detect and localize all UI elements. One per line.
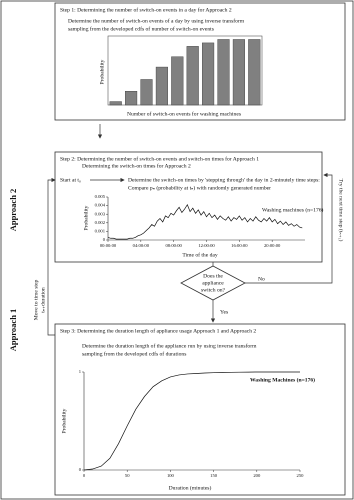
step-title: Step 2: Determining the number of switch…: [60, 155, 259, 162]
y-tick-label: 0.005: [95, 194, 106, 199]
bar: [202, 42, 215, 106]
y-axis-label: Probability: [99, 59, 105, 84]
y-tick-label: 0.004: [95, 203, 106, 208]
bar: [140, 79, 153, 106]
x-tick-label: 00:00:00: [100, 243, 117, 248]
chart-legend: Washing machines (n=176): [262, 206, 324, 213]
x-axis-label: Duration (minutes): [169, 484, 212, 491]
x-tick-label: 08:00:00: [165, 243, 182, 248]
y-tick-label: 0.001: [95, 228, 106, 233]
step-box: [54, 323, 346, 496]
step-text: Determine the number of switch-on events…: [68, 17, 245, 24]
x-tick-label: 150: [210, 473, 218, 478]
step-text: Determining the switch-on times for Appr…: [82, 162, 191, 169]
y-tick-label: 1: [79, 369, 82, 374]
y-axis-label: Probability: [61, 408, 67, 433]
x-axis-label: Number of switch-on events for washing m…: [127, 110, 241, 117]
bar: [232, 39, 245, 106]
chart-legend: Washing Machines (n=176): [250, 376, 315, 383]
step-box: [54, 2, 346, 121]
bar: [248, 39, 261, 106]
data-line: [107, 203, 303, 240]
plot-frame: [107, 35, 263, 106]
bar: [186, 46, 199, 106]
x-tick-label: 50: [125, 473, 130, 478]
bar: [217, 39, 230, 106]
x-tick-label: 100: [167, 473, 175, 478]
decision-text: switch on?: [201, 287, 226, 293]
x-tick-label: 200: [253, 473, 261, 478]
y-axis-label: Probability: [83, 205, 89, 230]
bar: [155, 66, 168, 106]
y-tick-label: 0: [103, 237, 106, 242]
decision-text: Does the: [203, 273, 223, 279]
y-tick-label: 0: [79, 467, 82, 472]
approach-label: Approach 1: [8, 309, 18, 352]
approach-label: Approach 2: [8, 189, 18, 232]
x-tick-label: 16:00:00: [231, 243, 248, 248]
loop-label: Move to time step: [33, 280, 39, 321]
step-text: Compare pₙ (probability at tₙ) with rand…: [128, 184, 271, 191]
data-line: [83, 371, 300, 471]
step-text: sampling from the developed cdfs of numb…: [68, 25, 214, 32]
x-tick-label: 0: [83, 473, 86, 478]
bar: [109, 101, 122, 106]
x-tick-label: 250: [297, 473, 305, 478]
no-label: No: [258, 276, 265, 282]
y-tick-label: 0.003: [95, 211, 106, 216]
step-text: Determine the duration length of the app…: [82, 342, 257, 349]
bar: [125, 90, 138, 106]
x-tick-label: 12:00:00: [198, 243, 215, 248]
loop-arrow: [47, 177, 56, 336]
x-tick-label: 20:00:00: [264, 243, 281, 248]
yes-label: Yes: [220, 309, 228, 315]
step-text: sampling from the developed cdfs of dura…: [82, 350, 186, 357]
step-title: Step 3: Determining the duration length …: [60, 327, 256, 334]
loop-arrow: [245, 172, 333, 284]
step-text: Determine the switch-on times by 'steppi…: [128, 177, 320, 183]
x-axis-label: Time of the day: [182, 251, 218, 258]
bar: [171, 56, 184, 106]
step-title: Step 1: Determining the number of switch…: [60, 6, 232, 13]
loop-label: Try the next time step (tₙ₊₁): [338, 179, 345, 242]
start-label: Start at t₀: [60, 177, 81, 183]
y-tick-label: 0.002: [95, 220, 106, 225]
decision-text: appliance: [202, 280, 224, 286]
loop-label: tₙ₊duration: [40, 287, 46, 313]
x-tick-label: 04:00:00: [133, 243, 150, 248]
